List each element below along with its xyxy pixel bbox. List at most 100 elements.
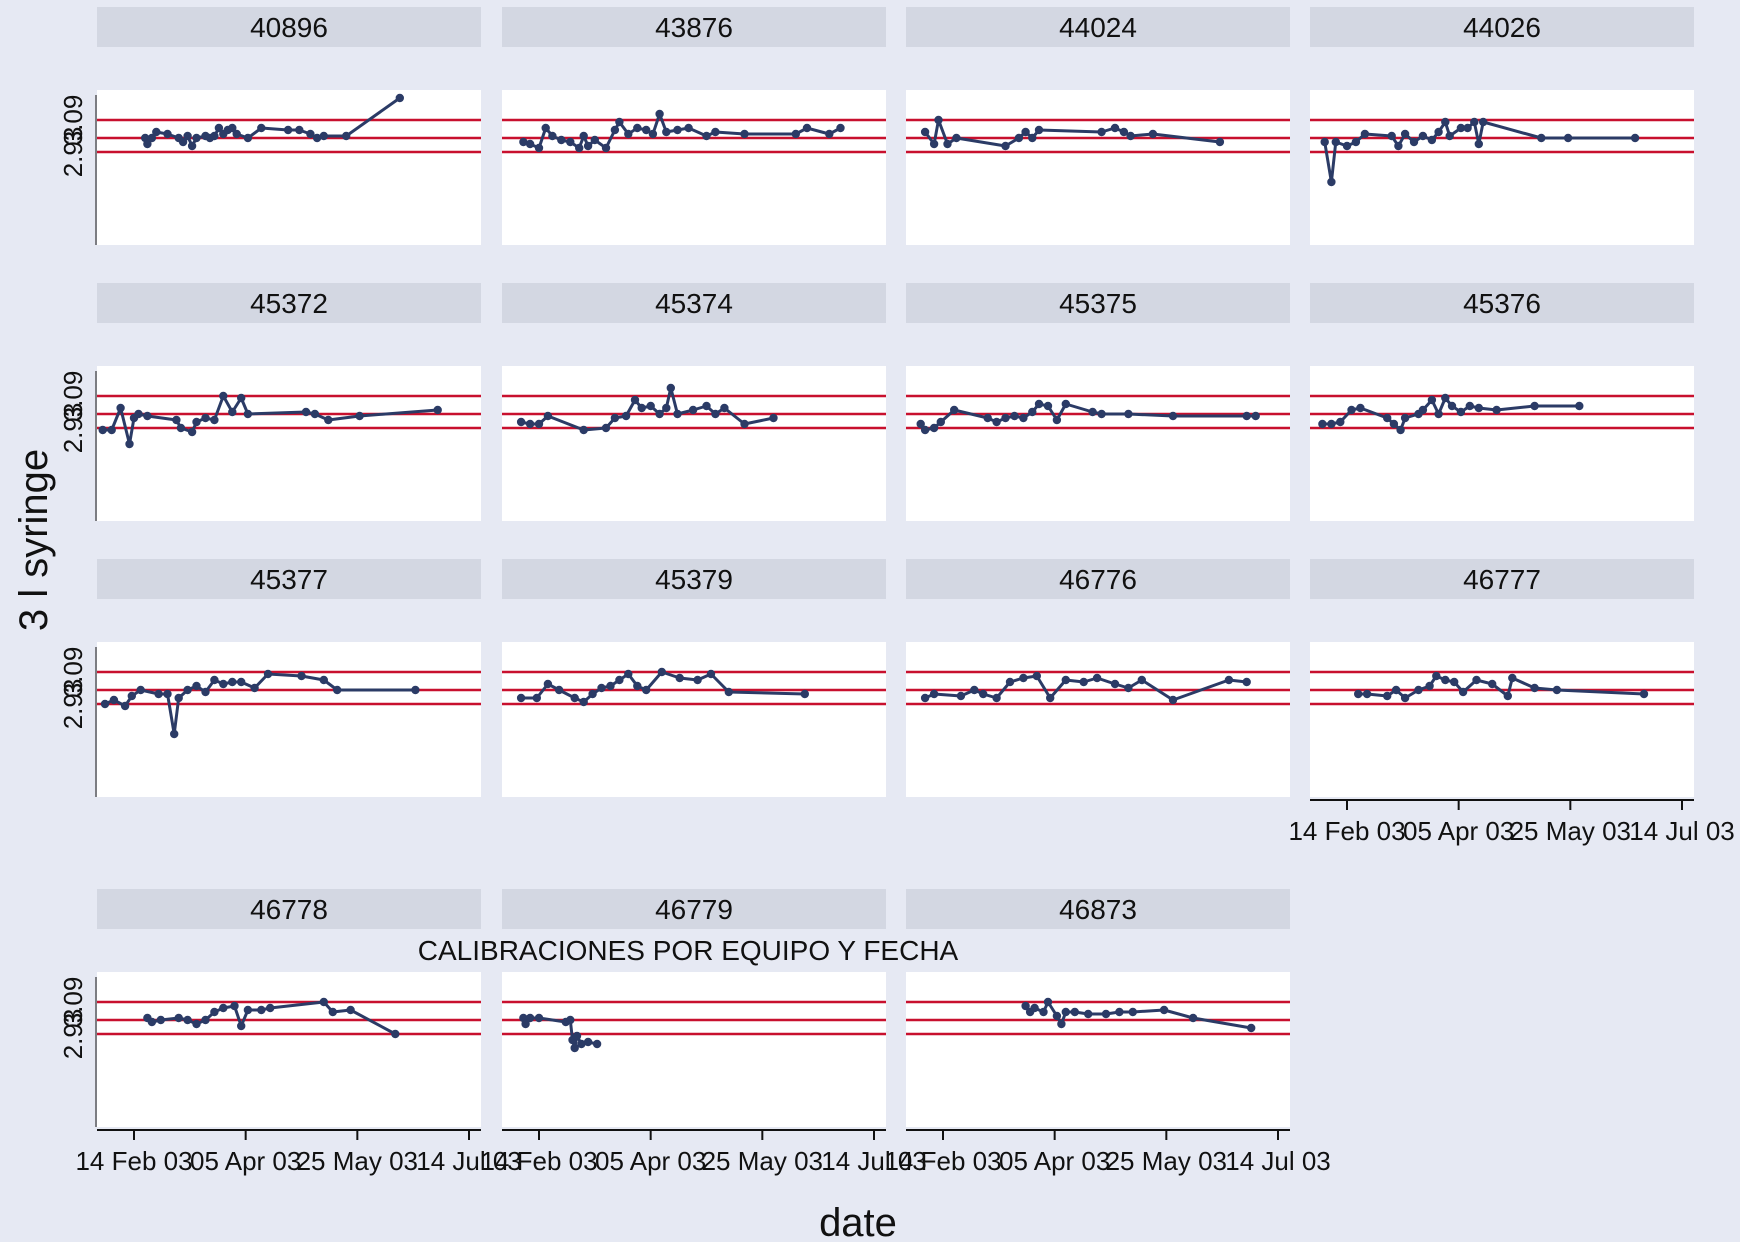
data-point <box>642 125 651 135</box>
data-point <box>1148 129 1158 139</box>
data-point <box>525 419 535 429</box>
data-point <box>916 419 925 429</box>
data-point <box>548 131 557 141</box>
plot-area <box>906 366 1290 521</box>
panel-strip <box>502 7 886 47</box>
data-point <box>1119 127 1129 137</box>
data-point <box>769 413 778 423</box>
data-point <box>1084 1009 1093 1019</box>
data-point <box>1030 1003 1039 1013</box>
data-point <box>541 123 550 133</box>
data-point <box>1441 117 1450 127</box>
data-point <box>183 1015 192 1025</box>
data-point <box>156 1015 165 1025</box>
data-point <box>566 137 575 147</box>
plot-area <box>97 90 481 245</box>
data-point <box>243 409 253 419</box>
data-point <box>1441 393 1450 403</box>
data-point <box>579 425 588 435</box>
data-point <box>1400 413 1410 423</box>
data-point <box>610 125 620 135</box>
series-line <box>1024 1000 1252 1030</box>
data-point <box>163 689 172 699</box>
data-point <box>1441 675 1450 685</box>
data-point <box>230 1001 239 1011</box>
data-point <box>929 139 939 149</box>
data-point <box>257 1005 266 1015</box>
data-point <box>693 675 702 685</box>
data-point <box>391 1029 400 1039</box>
data-point <box>621 411 631 421</box>
data-point <box>1251 411 1260 421</box>
data-point <box>1575 401 1584 411</box>
panel-strip <box>502 889 886 929</box>
x-tick-label: 14 Jul 03 <box>416 1146 522 1176</box>
panel-44024: 44024 <box>906 7 1290 245</box>
data-point <box>1224 675 1234 685</box>
panel-strip <box>1310 283 1694 323</box>
x-tick-label: 14 Feb 03 <box>884 1146 1001 1176</box>
data-point <box>666 383 675 393</box>
data-point <box>250 683 259 693</box>
data-point <box>1010 411 1019 421</box>
data-point <box>1479 117 1488 127</box>
data-point <box>673 125 682 135</box>
panel-44026: 44026 <box>1310 7 1694 245</box>
data-point <box>1387 131 1396 141</box>
plot-area <box>1310 90 1694 245</box>
panel-strip <box>906 559 1290 599</box>
plot-area <box>502 642 886 797</box>
data-point <box>1474 403 1484 413</box>
x-tick-label: 05 Apr 03 <box>190 1146 301 1176</box>
data-point <box>120 701 130 711</box>
data-point <box>147 133 157 143</box>
data-point <box>192 1019 201 1029</box>
data-point <box>630 395 640 405</box>
x-tick-label: 05 Apr 03 <box>1403 816 1514 846</box>
panel-strip <box>1310 559 1694 599</box>
plot-area <box>502 972 886 1127</box>
data-point <box>187 141 197 151</box>
y-tick-label: 2.93 <box>58 403 88 454</box>
x-tick-label: 14 Jul 03 <box>821 1146 927 1176</box>
panel-45376: 45376 <box>1310 283 1694 521</box>
panel-45374: 45374 <box>502 283 886 521</box>
data-point <box>1168 411 1178 421</box>
data-point <box>1530 401 1539 411</box>
data-point <box>214 123 224 133</box>
data-point <box>662 403 671 413</box>
data-point <box>395 93 404 103</box>
panel-46779: 46779 <box>502 889 886 1127</box>
data-point <box>136 685 145 695</box>
data-point <box>1215 137 1225 147</box>
data-point <box>1336 417 1345 427</box>
data-point <box>143 411 152 421</box>
data-point <box>1327 419 1336 429</box>
x-tick-label: 25 May 03 <box>702 1146 823 1176</box>
data-point <box>920 425 930 435</box>
panel-strip <box>906 283 1290 323</box>
plot-area <box>97 972 481 1127</box>
data-point <box>525 139 535 149</box>
data-point <box>642 685 651 695</box>
x-tick-label: 05 Apr 03 <box>595 1146 706 1176</box>
panel-strip <box>97 889 481 929</box>
panel-strip <box>906 889 1290 929</box>
data-point <box>1247 1023 1256 1033</box>
data-point <box>1503 691 1513 701</box>
data-point <box>570 1043 579 1053</box>
data-point <box>688 405 698 415</box>
data-point <box>554 685 564 695</box>
data-point <box>929 689 939 699</box>
data-point <box>1474 139 1484 149</box>
data-point <box>1188 1013 1198 1023</box>
panels: 40896 43876 44024 44026 45372 45374 45375 45376… <box>97 7 1694 1127</box>
data-point <box>1639 689 1649 699</box>
data-point <box>525 1013 535 1023</box>
data-point <box>1396 425 1405 435</box>
data-point <box>1418 405 1428 415</box>
data-point <box>648 129 658 139</box>
data-point <box>583 141 593 151</box>
data-point <box>319 997 328 1007</box>
